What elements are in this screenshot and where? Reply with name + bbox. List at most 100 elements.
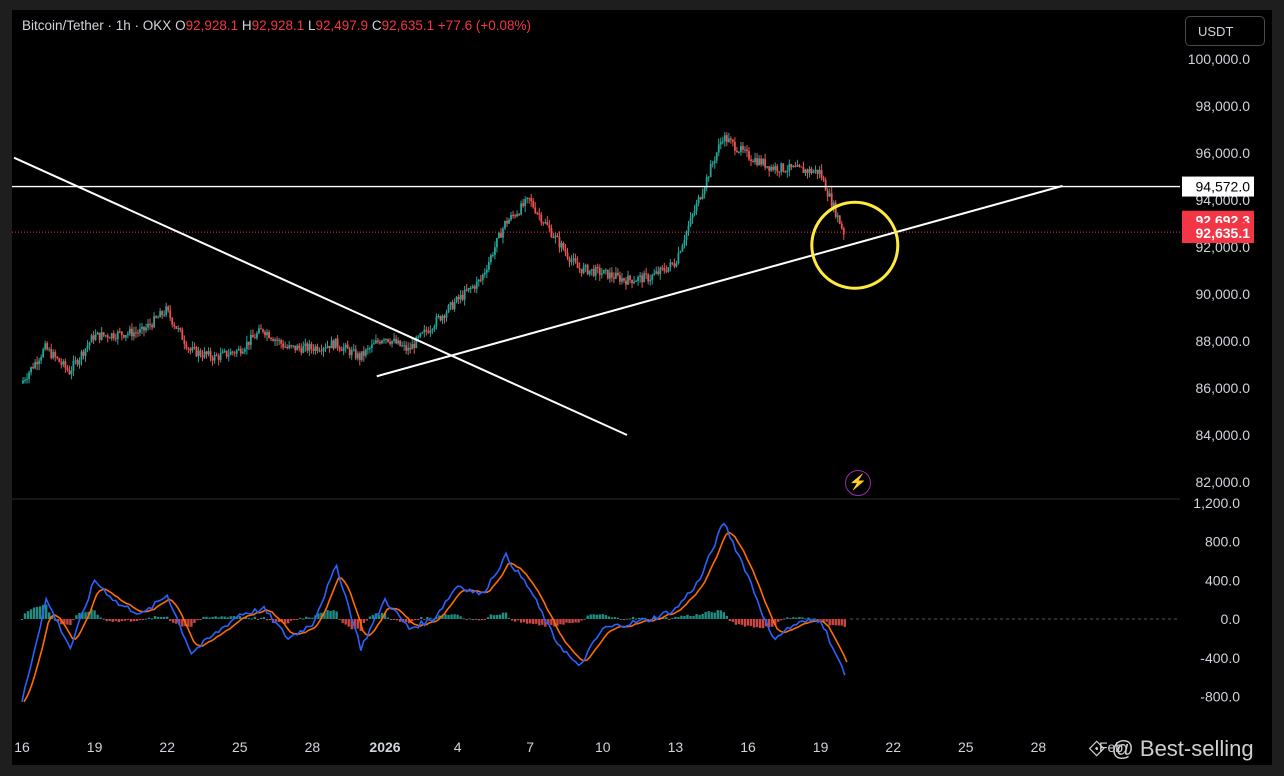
candle-body [627,275,629,285]
candle-body [197,350,200,357]
macd-histogram-bar [441,615,444,619]
candle-body [227,354,230,357]
macd-histogram-bar [734,619,738,625]
macd-axis[interactable]: 1,200.0 800.0 400.0 0.0 -400.0 -800.0 [1193,495,1240,705]
macd-histogram-bar [159,617,163,619]
candle-body [181,329,184,340]
candle-body [171,317,174,325]
candle-body [102,332,105,336]
lightning-icon[interactable]: ⚡ [845,470,871,496]
candle-body [336,338,339,348]
candle-body [90,335,93,343]
candle-body [721,141,724,143]
candle-body [399,340,402,346]
candle-body [300,348,303,353]
candle-body [268,332,270,339]
candle-body [788,164,791,171]
candle-body [306,343,309,351]
candle-body [80,351,83,360]
macd-histogram-bar [438,615,441,619]
macd-histogram-bar [48,612,51,619]
candle-body [60,362,63,365]
macd-histogram-bar [253,616,257,619]
macd-histogram-bar [598,614,601,619]
candle-body [584,265,587,267]
candle-body [30,367,32,373]
macd-histogram-bar [622,619,626,620]
candle-body [70,370,73,375]
candle-body [717,144,720,153]
macd-histogram-bar [798,616,801,619]
candle-body [659,267,662,275]
macd-histogram-bar [347,619,350,627]
candle-body [32,367,34,369]
candle-body [491,254,494,256]
currency-button[interactable]: USDT [1185,16,1265,46]
candle-body [340,349,343,351]
macd-histogram-bar [538,619,541,626]
candle-body [237,348,240,351]
legend-header[interactable]: Bitcoin/Tether · 1h · OKX O92,928.1 H92,… [22,18,531,33]
macd-histogram-bar [432,618,435,620]
candle-body [496,238,498,248]
candle-body [457,296,460,300]
time-tick-label: 7 [526,739,534,755]
candle-body [536,212,539,214]
candle-body [760,158,763,165]
macd-histogram-bar [571,619,574,624]
macd-histogram-bar [211,616,214,619]
candle-body [413,344,416,348]
candle-body [625,280,627,285]
candle-body [377,340,379,342]
candle-body [42,349,45,357]
macd-histogram-bar [610,617,614,619]
macd-histogram-bar [175,619,178,624]
candle-body [94,334,97,340]
candle-body [302,346,305,353]
time-axis[interactable]: 16 19 22 25 28 2026 4 7 10 13 16 19 22 25 28 Feb [14,739,1123,755]
candle-body [633,281,635,284]
macd-histogram-bar [23,613,27,619]
candle-body [143,326,145,331]
candle-body [362,351,365,356]
macd-histogram-bar [362,619,366,623]
candle-body [419,333,422,337]
macd-histogram-bar [102,618,105,620]
candle-body [489,255,492,263]
candle-body [639,275,642,277]
macd-histogram-bar [740,619,744,625]
macd-histogram-bar [535,619,538,624]
candle-body [249,334,252,345]
candle-body [675,262,678,267]
candle-body [131,328,133,337]
candle-body [469,287,472,289]
candle-body [98,332,101,340]
macd-histogram-bar [559,619,562,625]
candle-body [822,178,825,180]
candle-body [92,335,95,340]
candle-body [445,312,448,318]
candle-body [612,277,615,279]
candle-body [754,158,756,163]
candle-body [330,340,333,349]
macd-histogram-bar [607,616,611,619]
macd-histogram-bar [816,619,819,620]
macd-histogram-bar [120,619,124,622]
macd-histogram-bar [565,619,568,623]
macd-histogram-bar [828,619,831,626]
macd-tick-label: 400.0 [1205,572,1240,588]
symbol-label[interactable]: Bitcoin/Tether · 1h · OKX [22,18,172,33]
macd-histogram-bar [689,616,692,619]
candle-body [44,343,47,350]
price-axis[interactable]: 100,000.098,000.096,000.094,000.092,000.… [1188,51,1251,490]
candle-body [189,348,192,351]
candle-body [820,169,823,179]
macd-histogram-bar [743,619,747,627]
macd-histogram-bar [541,619,544,625]
macd-histogram-bar [483,619,487,620]
macd-histogram-bar [217,617,220,619]
candle-body [810,168,813,173]
candle-body [157,317,160,319]
macd-histogram-bar [459,616,462,619]
